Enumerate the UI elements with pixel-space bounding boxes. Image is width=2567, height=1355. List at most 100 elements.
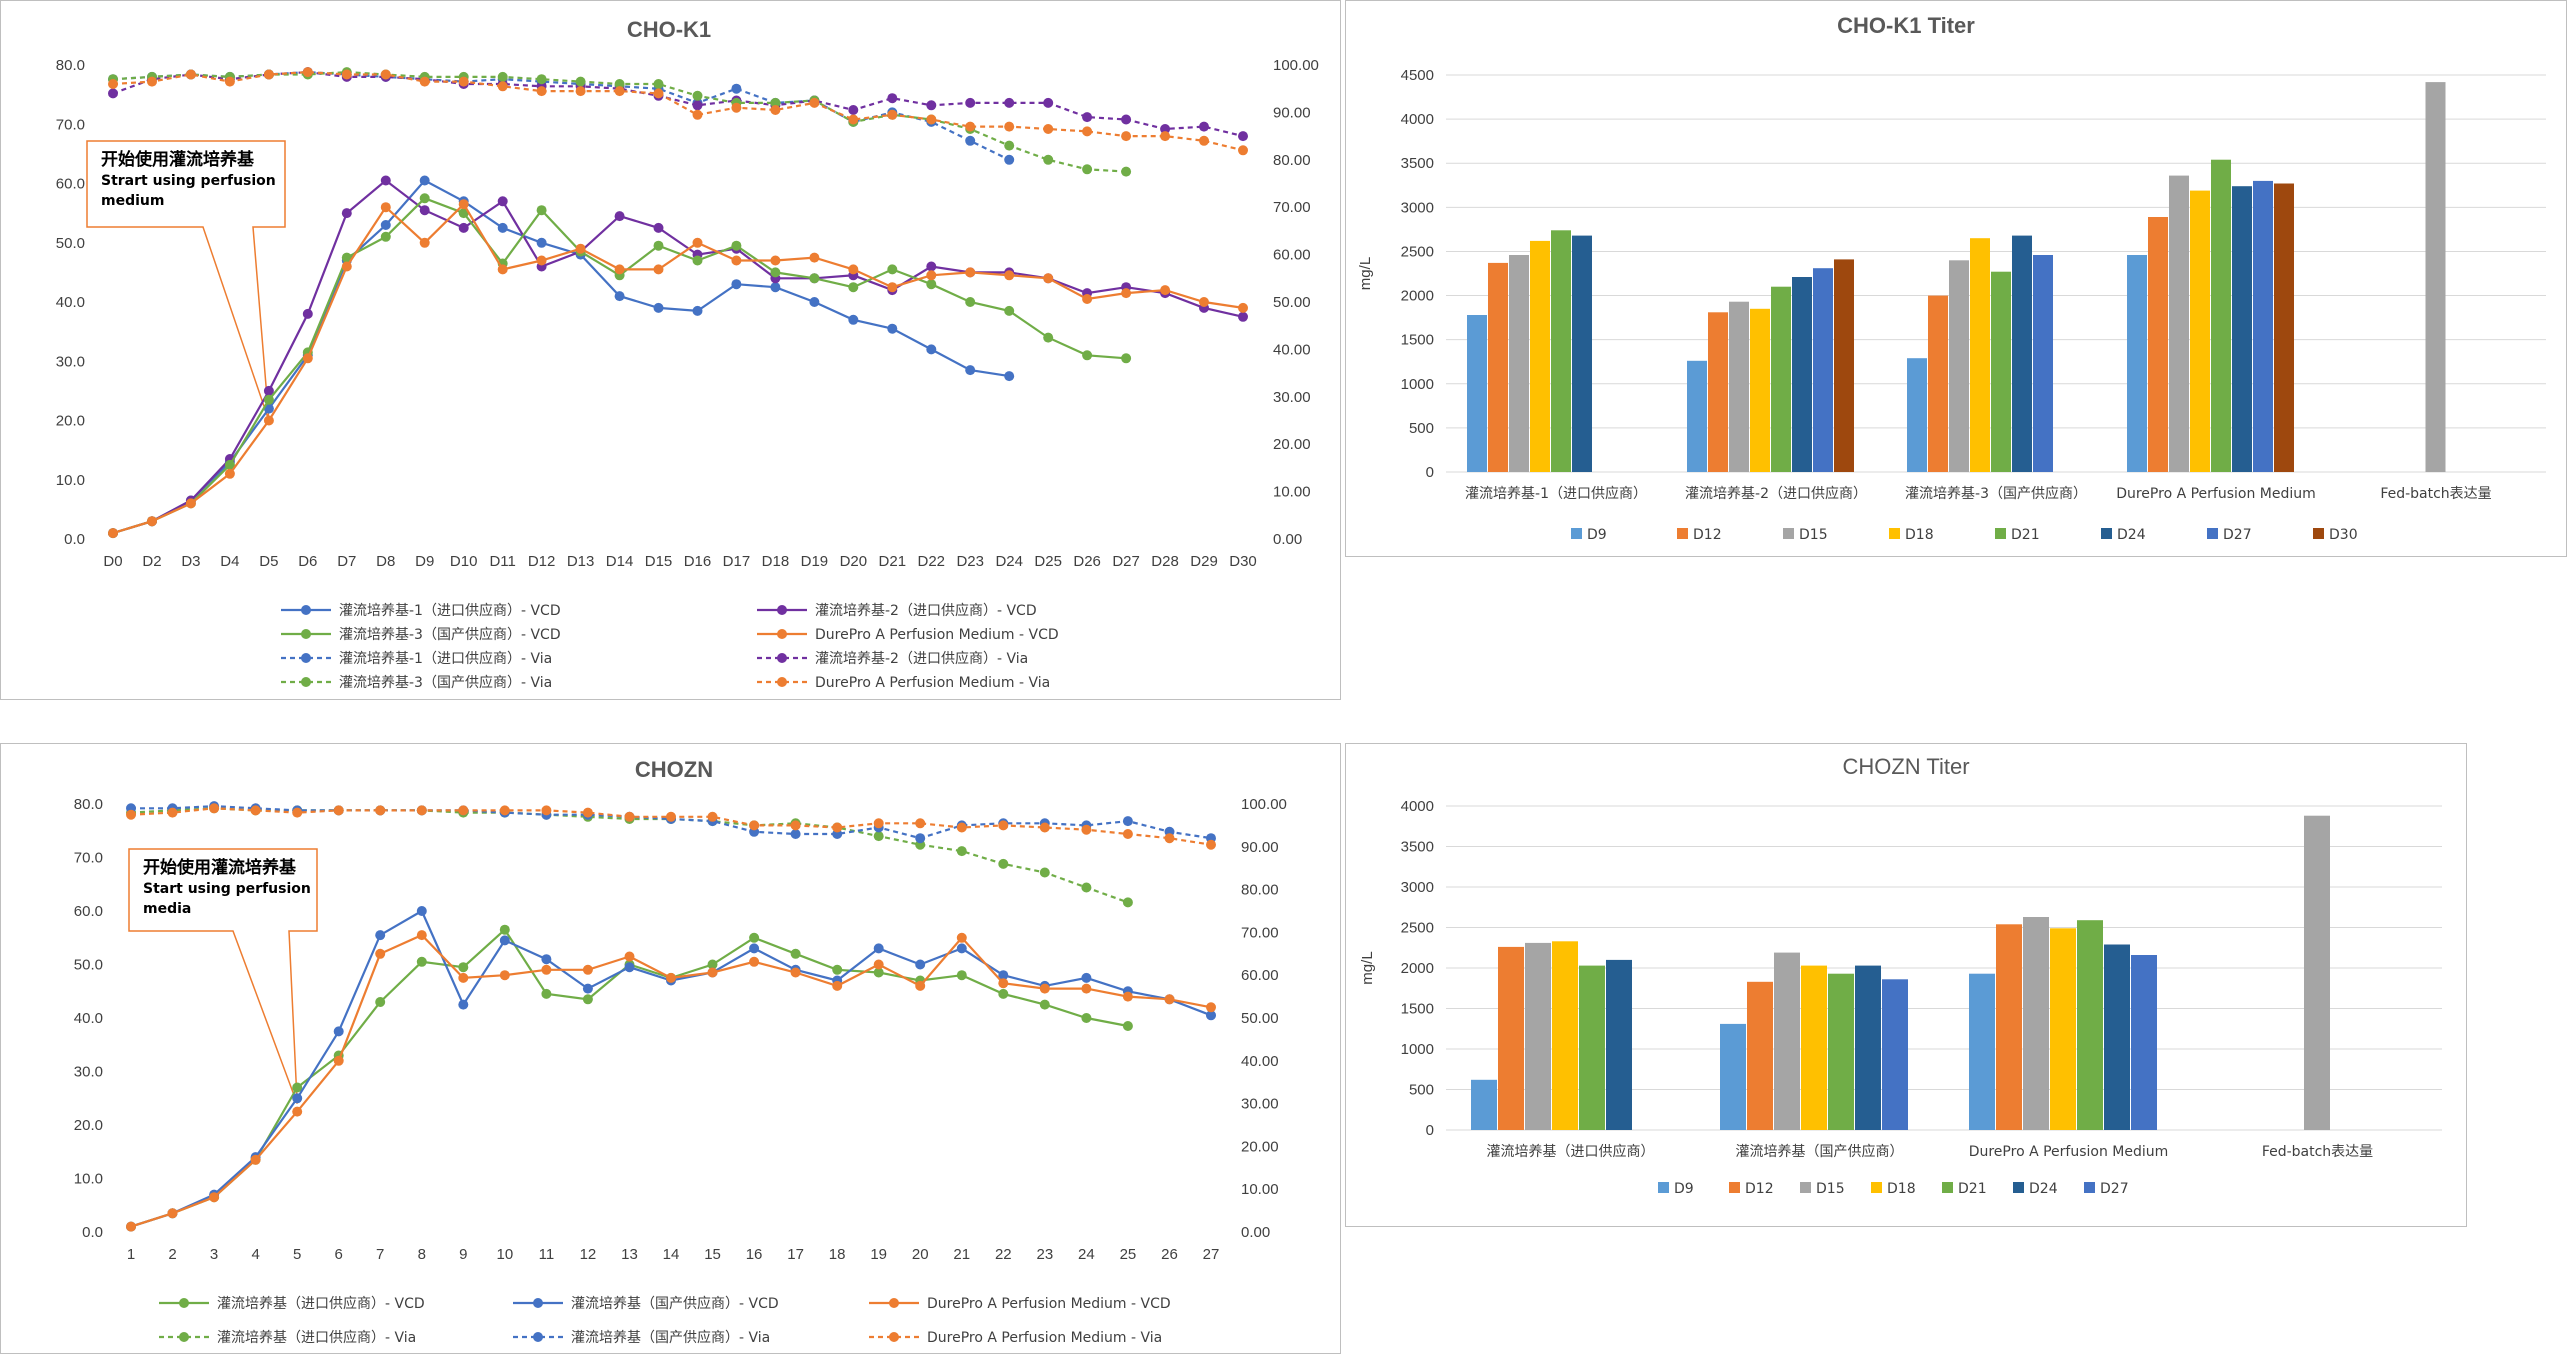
bar-d21 xyxy=(2211,159,2231,472)
data-point xyxy=(915,959,926,970)
legend-swatch-marker xyxy=(301,605,311,615)
x-tick-label: D28 xyxy=(1151,553,1179,570)
data-point xyxy=(915,980,926,991)
legend-swatch xyxy=(1729,1182,1740,1193)
y-tick-label: 70.0 xyxy=(56,116,85,133)
data-point xyxy=(770,267,781,278)
data-point xyxy=(707,959,718,970)
data-point xyxy=(333,1026,344,1037)
legend-label: D21 xyxy=(1958,1181,1987,1197)
x-tick-label: 20 xyxy=(912,1246,929,1263)
x-category-label: Fed-batch表达量 xyxy=(2380,486,2491,502)
data-point xyxy=(536,237,547,248)
data-point xyxy=(956,846,967,857)
bar-d24 xyxy=(1855,965,1881,1130)
legend-label: 灌流培养基-3（国产供应商）- Via xyxy=(339,674,552,691)
data-point xyxy=(458,76,469,87)
data-point xyxy=(582,807,593,818)
legend-swatch xyxy=(2101,528,2112,539)
bar-d15 xyxy=(1729,301,1749,472)
data-point xyxy=(582,964,593,975)
data-point xyxy=(147,516,157,527)
bar-d21 xyxy=(1579,965,1605,1130)
legend-swatch xyxy=(1800,1182,1811,1193)
data-point xyxy=(1082,126,1093,137)
bar-d9 xyxy=(1687,360,1707,472)
y-tick-label: 4000 xyxy=(1401,798,1434,815)
data-point xyxy=(380,69,391,80)
bar-d15 xyxy=(1525,942,1551,1130)
y-tick-label: 0.0 xyxy=(64,531,85,548)
x-tick-label: D19 xyxy=(801,553,829,570)
data-point xyxy=(416,956,427,967)
data-point xyxy=(1164,833,1175,844)
data-point xyxy=(224,76,235,87)
y2-tick-label: 80.00 xyxy=(1241,882,1279,899)
x-category-label: 灌流培养基-3（国产供应商） xyxy=(1905,485,2087,502)
x-tick-label: 12 xyxy=(580,1246,597,1263)
data-point xyxy=(692,90,703,101)
y2-tick-label: 40.00 xyxy=(1273,341,1311,358)
y2-tick-label: 20.00 xyxy=(1273,436,1311,453)
y-axis-label: mg/L xyxy=(1359,951,1376,984)
data-point xyxy=(1206,1010,1216,1021)
bar-d12 xyxy=(1747,981,1773,1130)
data-point xyxy=(809,97,820,108)
data-point xyxy=(873,818,884,829)
y-tick-label: 3500 xyxy=(1401,155,1434,172)
bar-d15 xyxy=(1949,260,1969,472)
data-point xyxy=(1160,131,1171,142)
y2-tick-label: 100.00 xyxy=(1273,57,1319,74)
data-point xyxy=(614,79,625,89)
data-point xyxy=(1043,124,1054,134)
legend-swatch xyxy=(1995,528,2006,539)
data-point xyxy=(458,999,469,1010)
data-point xyxy=(499,970,510,981)
data-point xyxy=(653,302,664,313)
data-point xyxy=(536,86,547,97)
data-point xyxy=(536,205,547,216)
data-point xyxy=(167,807,178,818)
data-point xyxy=(1043,154,1054,165)
data-point xyxy=(707,811,718,822)
bar-d9 xyxy=(1720,1023,1746,1130)
y2-tick-label: 40.00 xyxy=(1241,1053,1279,1070)
data-point xyxy=(731,102,742,113)
data-point xyxy=(1004,121,1015,132)
data-point xyxy=(1043,97,1054,108)
legend-swatch-marker xyxy=(889,1332,899,1342)
data-point xyxy=(965,297,976,307)
data-point xyxy=(809,252,820,263)
bar-d21 xyxy=(1991,271,2011,472)
data-point xyxy=(458,972,469,983)
legend-swatch xyxy=(1871,1182,1882,1193)
bar-d24 xyxy=(1792,277,1812,472)
bar-d21 xyxy=(1771,286,1791,472)
series-line-durepro-a-perfusion-medium-via xyxy=(112,70,1244,152)
data-point xyxy=(614,211,625,222)
data-point xyxy=(790,967,801,978)
bar-d9 xyxy=(1907,358,1927,472)
bar-d15 xyxy=(2169,175,2189,472)
data-point xyxy=(692,100,703,111)
data-point xyxy=(873,967,884,978)
x-tick-label: D7 xyxy=(337,553,356,570)
data-point xyxy=(1238,145,1248,156)
legend-label: 灌流培养基（国产供应商）- Via xyxy=(571,1329,770,1346)
data-point xyxy=(499,924,510,935)
data-point xyxy=(848,264,859,275)
legend-label: D18 xyxy=(1887,1181,1916,1197)
data-point xyxy=(707,967,718,978)
x-category-label: 灌流培养基-2（进口供应商） xyxy=(1685,485,1867,502)
x-tick-label: D30 xyxy=(1229,553,1257,570)
bar-d18 xyxy=(2190,190,2210,472)
data-point xyxy=(497,81,508,92)
data-point xyxy=(302,353,313,364)
data-point xyxy=(209,1192,220,1203)
legend-swatch xyxy=(2207,528,2218,539)
data-point xyxy=(341,261,352,272)
legend-label: D27 xyxy=(2223,527,2252,543)
data-point xyxy=(541,964,552,975)
bar-d18 xyxy=(1750,308,1770,472)
data-point xyxy=(692,237,703,248)
